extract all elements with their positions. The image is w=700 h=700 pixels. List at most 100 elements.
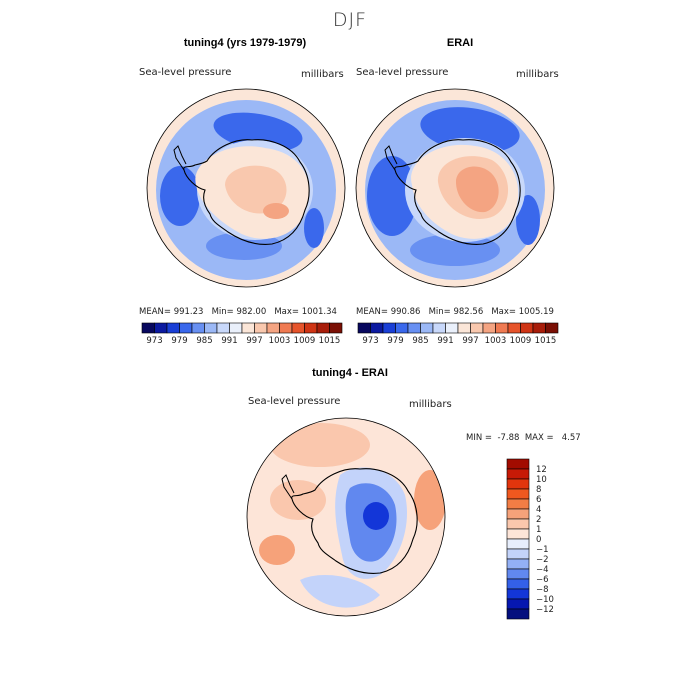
panel-1-colorbar-tick-label: 979 (171, 336, 187, 346)
panel-3-colorbar-box (506, 608, 530, 620)
panel-1-colorbar-box (304, 322, 318, 334)
panel-2-antarctica-outline (394, 139, 521, 245)
panel-3-colorbar-box (506, 578, 530, 590)
panel-3-min-label: MIN = (466, 433, 493, 443)
panel-1-colorbar-box (179, 322, 193, 334)
panel-1-colorbar-tick-label: 985 (196, 336, 212, 346)
panel-1-colorbar-box (241, 322, 255, 334)
panel-3-variable-label: Sea-level pressure (248, 396, 341, 407)
panel-3-negative-south (300, 575, 380, 608)
panel-2-mean-value: 990.86 (390, 307, 421, 317)
panel-2-colorbar-tick-label: 979 (387, 336, 403, 346)
panel-3-positive-mid-west (270, 480, 326, 520)
panel-2-colorbar-box (482, 322, 496, 334)
panel-2-colorbar-tick-label: 991 (437, 336, 453, 346)
panel-2-colorbar-box (545, 322, 559, 334)
panel-2-colorbar-box (407, 322, 421, 334)
panel-1-units-label: millibars (301, 69, 344, 80)
panel-1-map (146, 88, 346, 288)
panel-1-colorbar: 973 979 985 991 997 1003 1009 1015 (141, 322, 343, 346)
panel-3-map (246, 417, 446, 617)
panel-3-colorbar-tick-label: −1 (536, 545, 549, 555)
panel-1-mean-value: 991.23 (173, 307, 204, 317)
panel-3-colorbar-box (506, 568, 530, 580)
panel-2-low-center-east (516, 195, 540, 245)
panel-2-colorbar-tick-label: 997 (462, 336, 478, 346)
panel-1-colorbar-tick-label: 991 (221, 336, 237, 346)
panel-3-negative-core (363, 502, 389, 530)
panel-2-colorbar-box (507, 322, 521, 334)
panel-3-colorbar-box (506, 488, 530, 500)
panel-3-max-value: 4.57 (561, 433, 581, 443)
panel-3-colorbar-tick-label: −8 (536, 585, 549, 595)
panel-1-low-center-west (160, 166, 200, 226)
panel-3-colorbar-box (506, 498, 530, 510)
panel-3-colorbar-tick-label: 10 (536, 475, 547, 485)
panel-1-max-value: 1001.34 (301, 307, 337, 317)
panel-2-peninsula-outline (384, 145, 398, 171)
panel-2-units-label: millibars (516, 69, 559, 80)
panel-3-colorbar-box (506, 548, 530, 560)
panel-2-colorbar-box (432, 322, 446, 334)
panel-2-colorbar-box (532, 322, 546, 334)
panel-1-colorbar-box (316, 322, 330, 334)
panel-3-colorbar-tick-label: 6 (536, 495, 541, 505)
panel-2-colorbar-box (357, 322, 371, 334)
figure-title: DJF (332, 9, 368, 31)
panel-3-colorbar-tick-label: 1 (536, 525, 541, 535)
panel-3-colorbar-box (506, 558, 530, 570)
panel-2-colorbar-box (382, 322, 396, 334)
panel-2-colorbar-box (520, 322, 534, 334)
panel-3-colorbar-box (506, 518, 530, 530)
panel-1-colorbar-box (204, 322, 218, 334)
panel-3-colorbar-box (506, 458, 530, 470)
panel-3-colorbar-box (506, 508, 530, 520)
panel-2-high-peak (455, 166, 499, 213)
panel-1-colorbar-box (166, 322, 180, 334)
panel-1-map-border (146, 88, 346, 288)
panel-2-colorbar-tick-label: 1003 (485, 336, 507, 346)
panel-3-colorbar-box (506, 538, 530, 550)
panel-1-colorbar-box (154, 322, 168, 334)
panel-1-colorbar-box (329, 322, 343, 334)
panel-1-max-label: Max= (274, 307, 300, 317)
panel-2-colorbar-tick-label: 973 (362, 336, 378, 346)
panel-2-colorbar-box (445, 322, 459, 334)
panel-2-colorbar-box (370, 322, 384, 334)
panel-1-title: tuning4 (yrs 1979-1979) (183, 37, 307, 49)
panel-1-colorbar-box (191, 322, 205, 334)
panel-1-mean-label: MEAN= (139, 307, 171, 317)
panel-3-positive-east (414, 470, 445, 530)
panel-3-peninsula-outline (281, 474, 295, 500)
panel-3-positive-west (259, 535, 295, 565)
panel-3-colorbar-tick-label: −12 (536, 605, 554, 615)
panel-1-min-value: 982.00 (236, 307, 267, 317)
panel-2-colorbar-box (457, 322, 471, 334)
panel-1-colorbar-box (216, 322, 230, 334)
panel-1-colorbar-tick-label: 1003 (269, 336, 291, 346)
panel-2-colorbar-tick-label: 1009 (510, 336, 532, 346)
panel-3-antarctica-outline (291, 468, 418, 574)
panel-1-colorbar-tick-label: 1009 (294, 336, 316, 346)
panel-2-max-value: 1005.19 (518, 307, 554, 317)
panel-3-colorbar-box (506, 598, 530, 610)
panel-2-colorbar-box (420, 322, 434, 334)
panel-3-colorbar-tick-label: 8 (536, 485, 541, 495)
panel-3-min-value: -7.88 (497, 433, 520, 443)
panel-3-map-border (246, 417, 446, 617)
panel-3-colorbar-tick-label: 12 (536, 465, 547, 475)
panel-2-variable-label: Sea-level pressure (356, 67, 449, 78)
panel-1-high-peak (263, 203, 289, 219)
panel-2-min-label: Min= (428, 307, 451, 317)
panel-2-min-value: 982.56 (453, 307, 484, 317)
panel-2-title: ERAI (446, 37, 474, 49)
panel-3-colorbar-box (506, 468, 530, 480)
panel-1-low-center-east (304, 208, 324, 248)
panel-3-stats: MIN = -7.88 MAX = 4.57 (466, 433, 581, 443)
panel-2-map-border (355, 88, 555, 288)
panel-2-colorbar-box (470, 322, 484, 334)
panel-2-low-center-south (410, 234, 500, 266)
panel-1-high-mid (225, 165, 287, 214)
